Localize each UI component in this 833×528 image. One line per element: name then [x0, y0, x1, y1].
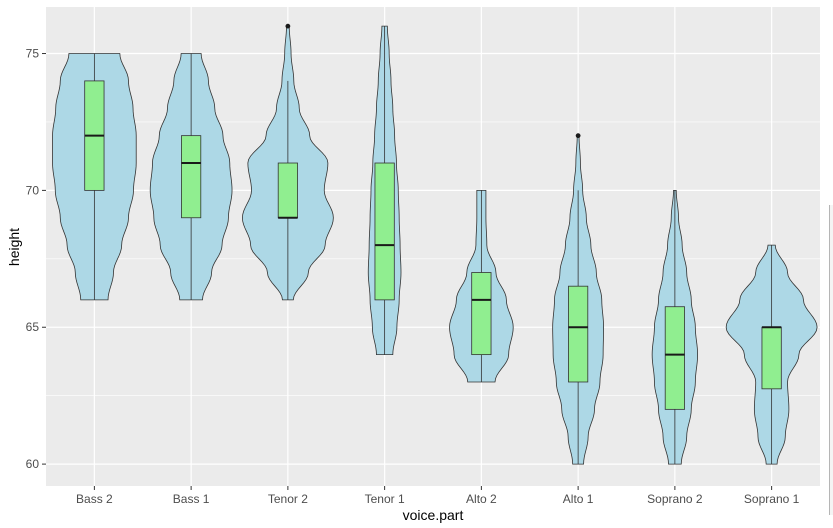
x-tick-label: Bass 2 [76, 492, 113, 506]
x-axis: Bass 2 Bass 1 Tenor 2 Tenor 1 Alto 2 Alto 1 So… [76, 486, 800, 506]
y-tick-label: 75 [26, 47, 40, 61]
violin-group-tenor-1 [367, 25, 402, 356]
violin-group-alto-2 [449, 189, 514, 383]
iqr-box [374, 162, 395, 301]
violin-group-bass-1 [149, 53, 233, 301]
x-tick-label: Tenor 2 [268, 492, 308, 506]
iqr-box [181, 135, 202, 219]
iqr-box [471, 272, 492, 356]
violin-group-tenor-2 [241, 23, 334, 301]
violins [52, 23, 818, 465]
iqr-box [568, 285, 589, 383]
y-tick-label: 60 [26, 457, 40, 471]
x-tick-label: Soprano 1 [744, 492, 800, 506]
y-axis-title: height [6, 228, 22, 266]
outlier-point [285, 23, 291, 29]
x-tick-label: Bass 1 [173, 492, 210, 506]
x-tick-label: Alto 2 [466, 492, 497, 506]
iqr-box [277, 162, 298, 219]
violin-group-soprano-1 [725, 244, 818, 465]
iqr-box [664, 306, 685, 410]
x-tick-label: Tenor 1 [365, 492, 405, 506]
x-axis-title: voice.part [403, 507, 464, 523]
y-tick-label: 70 [26, 183, 40, 197]
y-tick-label: 65 [26, 320, 40, 334]
window-edge [829, 205, 833, 515]
x-tick-label: Alto 1 [563, 492, 594, 506]
outlier-point [575, 133, 581, 139]
violin-group-soprano-2 [651, 189, 699, 465]
iqr-box [761, 326, 782, 390]
violin-group-alto-1 [552, 133, 604, 465]
y-axis: 60 65 70 75 [26, 47, 46, 471]
x-tick-label: Soprano 2 [647, 492, 703, 506]
violin-group-bass-2 [52, 53, 137, 301]
